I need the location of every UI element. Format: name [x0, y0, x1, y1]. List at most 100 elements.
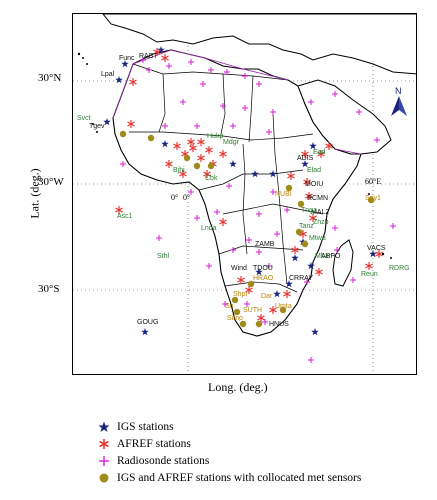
radiosonde-marker: [230, 123, 236, 129]
north-arrow-icon: [391, 96, 407, 116]
station-label: Mbar: [315, 253, 332, 260]
station-label: Shpr: [233, 291, 248, 298]
radiosonde-marker: [226, 183, 232, 189]
africa-map: Func RABTLpalSvctTgevHukpMdgrBjhiCbkADISE…: [73, 14, 416, 374]
igs-marker: [369, 250, 377, 258]
legend-item-radiosonde: Radiosonde stations: [95, 452, 361, 469]
igs-marker: [291, 254, 299, 262]
igs-marker: [115, 76, 123, 84]
station-label: Znzb: [313, 219, 329, 226]
radiosonde-marker: [284, 207, 290, 213]
igs-marker: [285, 280, 293, 288]
radiosonde-marker: [156, 235, 162, 241]
station-label: Su: [225, 303, 234, 310]
met-marker: [255, 320, 263, 328]
red-asterisk-icon: [95, 438, 113, 450]
legend: IGS stations AFREF stations Radiosonde s…: [95, 418, 361, 486]
station-labels: Func RABTLpalSvctTgevHukpMdgrBjhiCbkADISE…: [77, 53, 410, 328]
y-tick-30s: 30°S: [38, 283, 60, 295]
met-marker: [301, 240, 309, 248]
radiosonde-marker: [220, 103, 226, 109]
station-label: Lpal: [101, 71, 115, 78]
station-label: Wind: [231, 265, 247, 272]
station-label: GOUG: [137, 319, 158, 326]
radiosonde-marker: [266, 129, 272, 135]
afref-marker: [203, 170, 211, 178]
station-label: Dar: [261, 293, 273, 300]
afref-marker: [219, 150, 227, 158]
radiosonde-marker: [274, 231, 280, 237]
y-tick-30w: 30°W: [38, 176, 64, 188]
met-marker: [183, 154, 191, 162]
igs-marker: [273, 290, 281, 298]
radiosonde-marker: [194, 123, 200, 129]
station-label: Umta: [275, 303, 292, 310]
afref-marker: [165, 160, 173, 168]
station-label: Lnda: [201, 225, 217, 232]
radiosonde-marker: [214, 209, 220, 215]
purple-boundaries: [112, 49, 362, 155]
radiosonde-marker: [308, 99, 314, 105]
station-label: Reun: [361, 271, 378, 278]
x-axis-label: Long. (deg.): [208, 380, 268, 394]
afref-marker: [187, 138, 195, 146]
igs-marker: [311, 328, 319, 336]
radiosonde-marker: [194, 215, 200, 221]
igs-marker: [251, 170, 259, 178]
station-label: Tgev: [89, 123, 105, 130]
met-marker: [279, 306, 287, 314]
met-marker: [231, 296, 239, 304]
radiosonde-marker: [230, 247, 236, 253]
station-label: Svct: [77, 115, 91, 122]
radiosonde-marker: [224, 69, 230, 75]
met-marker: [147, 134, 155, 142]
radiosonde-marker: [262, 319, 268, 325]
station-label: SUTH: [243, 307, 262, 314]
igs-marker: [121, 60, 129, 68]
igs-marker: [301, 160, 309, 168]
legend-label-radiosonde: Radiosonde stations: [117, 454, 210, 467]
radiosonde-marker: [120, 161, 126, 167]
afref-marker: [301, 150, 309, 158]
radiosonde-marker: [270, 189, 276, 195]
madagascar: [332, 239, 354, 287]
met-marker: [193, 162, 201, 170]
met-marker: [297, 200, 305, 208]
radiosonde-marker: [222, 301, 228, 307]
radiosonde-marker: [188, 189, 194, 195]
afref-marker: [127, 120, 135, 128]
legend-label-afref: AFREF stations: [117, 437, 191, 450]
station-label: Mdgr: [223, 139, 240, 146]
station-label: Cbk: [205, 175, 218, 182]
blue-star-icon: [95, 421, 113, 433]
igs-marker: [103, 118, 111, 126]
legend-item-igs: IGS stations: [95, 418, 361, 435]
radiosonde-marker: [304, 279, 310, 285]
radiosonde-marker: [266, 263, 272, 269]
station-label: Simo: [227, 315, 243, 322]
met-marker: [295, 228, 303, 236]
radiosonde-marker: [200, 81, 206, 87]
afref-marker: [219, 218, 227, 226]
radiosonde-marker: [188, 59, 194, 65]
igs-marker: [307, 262, 315, 270]
station-label: HNUS: [269, 321, 289, 328]
met-marker: [119, 130, 127, 138]
radiosonde-marker: [332, 91, 338, 97]
station-label: RABT: [139, 53, 158, 60]
afref-marker: [115, 206, 123, 214]
radiosonde-marker: [246, 237, 252, 243]
afref-marker: [257, 314, 265, 322]
radiosonde-marker: [350, 277, 356, 283]
igs-marker: [141, 328, 149, 336]
radiosonde-marker: [206, 263, 212, 269]
station-label: Bjhi: [173, 167, 185, 174]
afref-marker: [189, 144, 197, 152]
met-marker: [239, 320, 247, 328]
met-marker: [207, 162, 215, 170]
radiosonde-marker: [356, 109, 362, 115]
station-markers: [103, 46, 396, 363]
station-label: Sthl: [157, 253, 170, 260]
afref-marker: [205, 146, 213, 154]
station-label: RCMN: [307, 195, 328, 202]
